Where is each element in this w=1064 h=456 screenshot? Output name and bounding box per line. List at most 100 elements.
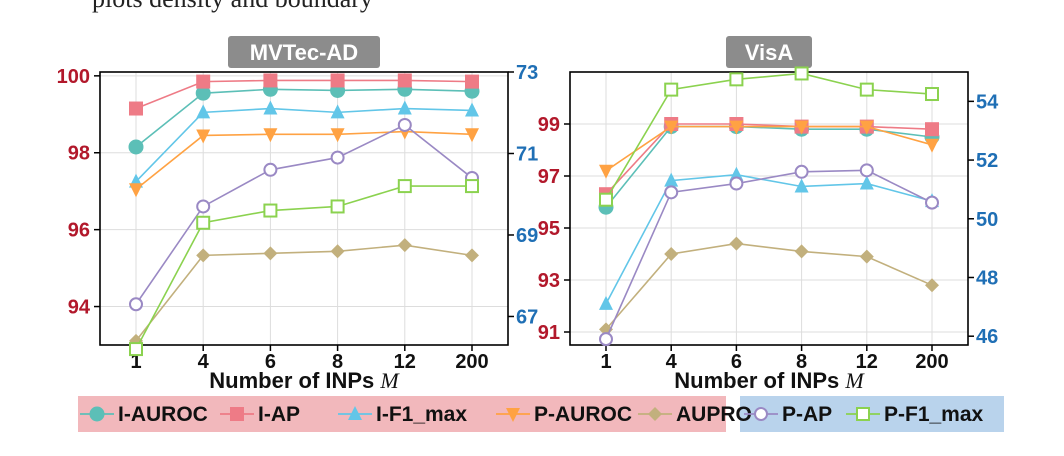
series-p-auroc <box>129 125 479 198</box>
legend: I-AUROC I-AP I-F1_max P-AUROC AUPRO P-AP P-F1_… <box>78 396 1004 432</box>
data-point <box>925 122 939 137</box>
data-point <box>397 117 412 132</box>
data-point <box>925 278 939 293</box>
right-tick-label: 50 <box>976 209 998 231</box>
data-point <box>859 82 874 97</box>
x-tick-label: 6 <box>265 351 276 373</box>
data-point <box>263 162 278 177</box>
series-p-auroc <box>599 120 939 179</box>
legend-marker <box>89 406 105 422</box>
series-line <box>605 169 933 340</box>
data-point <box>794 120 809 135</box>
left-tick-label: 97 <box>538 166 560 188</box>
data-point <box>196 199 211 214</box>
series-p-ap <box>599 163 939 347</box>
legend-marker <box>856 407 870 421</box>
right-tick-label: 73 <box>516 62 538 84</box>
x-tick-label: 200 <box>455 351 488 373</box>
data-point <box>729 72 744 87</box>
chart-title-box <box>726 36 812 68</box>
series-line <box>135 79 473 110</box>
data-point <box>465 102 479 117</box>
data-point <box>263 73 278 88</box>
left-tick-label: 94 <box>68 297 91 319</box>
right-tick-label: 67 <box>516 306 538 328</box>
chart-panel-mvtec-ad: 94 96 98 100 67 69 71 73 1 4 6 8 12 200 Number of INPs… <box>57 36 538 393</box>
right-tick-label: 52 <box>976 150 998 172</box>
legend-label: AUPRO <box>676 403 752 426</box>
data-point <box>465 74 479 89</box>
data-point <box>129 297 143 312</box>
data-point <box>263 246 278 261</box>
series-i-ap <box>129 73 479 116</box>
series-line <box>135 185 472 350</box>
legend-item-i-ap: I-AP <box>220 403 300 426</box>
series-line <box>135 88 473 148</box>
data-point <box>196 248 211 263</box>
x-tick-label: 4 <box>198 351 210 373</box>
data-point <box>129 183 143 198</box>
data-point <box>729 166 744 181</box>
legend-item-p-auroc: P-AUROC <box>496 403 632 426</box>
data-point <box>330 128 345 143</box>
left-tick-label: 95 <box>538 218 560 240</box>
data-point <box>794 244 809 259</box>
series-i-f1-max <box>129 100 479 188</box>
x-tick-label: 12 <box>856 351 878 373</box>
data-point <box>599 192 613 207</box>
x-tick-label: 1 <box>130 351 141 373</box>
left-tick-label: 91 <box>538 322 560 344</box>
series-p-f1-max <box>129 179 479 357</box>
data-point <box>664 120 679 135</box>
data-point <box>664 82 679 97</box>
data-point <box>397 73 412 88</box>
x-tick-label: 12 <box>394 351 416 373</box>
left-tick-label: 99 <box>538 114 560 136</box>
legend-marker <box>754 407 768 421</box>
right-tick-label: 48 <box>976 267 998 289</box>
data-point <box>397 238 412 253</box>
data-point <box>330 199 345 214</box>
series-aupro <box>599 236 939 337</box>
data-point <box>465 248 479 263</box>
data-point <box>129 342 143 357</box>
data-point <box>263 203 278 218</box>
left-tick-label: 98 <box>68 143 90 165</box>
series-line <box>605 123 933 195</box>
series-i-f1-max <box>599 166 939 310</box>
right-tick-label: 71 <box>516 143 538 165</box>
data-point <box>729 120 744 135</box>
right-tick-label: 69 <box>516 225 538 247</box>
left-tick-label: 96 <box>68 220 90 242</box>
legend-label: P-AUROC <box>534 403 632 426</box>
legend-item-i-f1-max: I-F1_max <box>338 403 467 426</box>
data-point <box>599 332 613 347</box>
data-point <box>664 172 679 187</box>
data-point <box>397 100 412 115</box>
x-tick-label: 6 <box>731 351 742 373</box>
plot-frame <box>99 71 509 346</box>
series-line <box>605 242 933 330</box>
left-tick-label: 93 <box>538 270 560 292</box>
right-tick-label: 46 <box>976 326 998 348</box>
series-line <box>135 244 473 342</box>
x-axis-label: Number of INPs M <box>209 368 400 393</box>
legend-marker <box>230 407 244 421</box>
data-point <box>925 87 939 102</box>
x-tick-label: 200 <box>915 351 948 373</box>
series-line <box>135 130 473 190</box>
data-point <box>599 295 613 310</box>
data-point <box>263 128 278 143</box>
data-point <box>664 247 679 261</box>
legend-item-i-auroc: I-AUROC <box>80 403 208 426</box>
chart-title-box <box>228 36 380 68</box>
data-point <box>196 104 211 119</box>
plot-frame <box>569 71 969 346</box>
legend-item-aupro: AUPRO <box>638 403 752 426</box>
data-point <box>196 215 211 230</box>
chart-title: VisA <box>745 40 794 65</box>
data-point <box>729 236 744 251</box>
chart-title: MVTec-AD <box>250 40 358 65</box>
